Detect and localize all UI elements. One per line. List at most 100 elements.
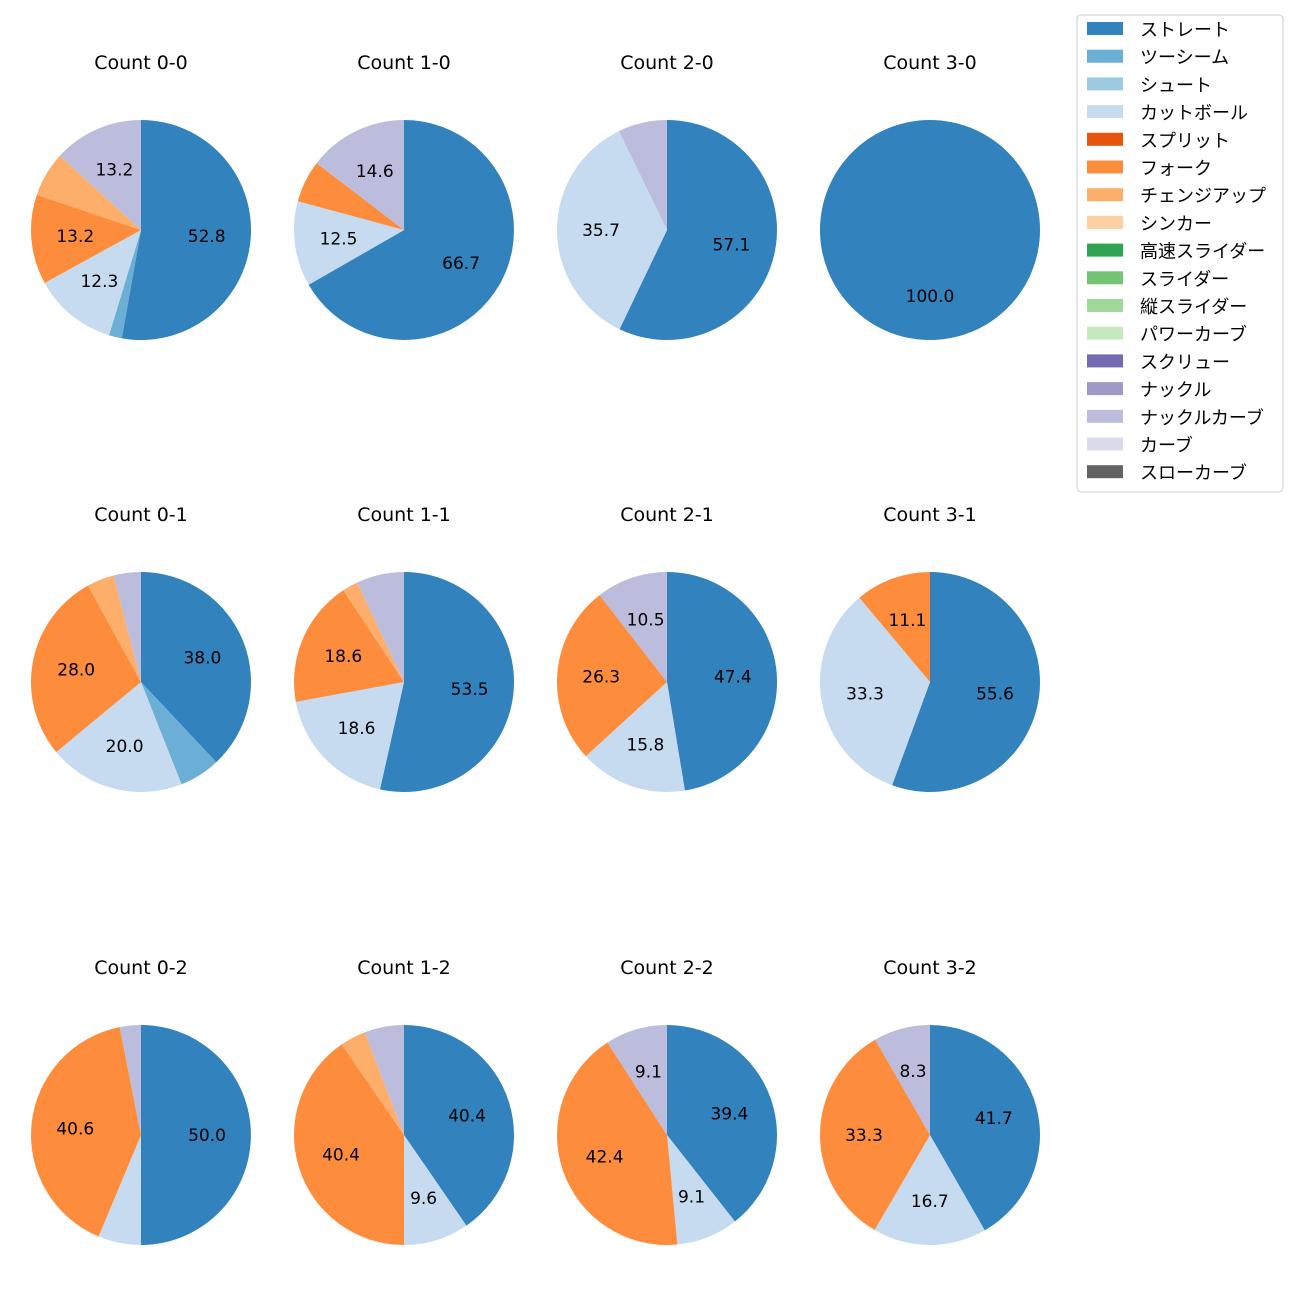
- pie-slice: [667, 1135, 735, 1245]
- slice-label: 8.3: [899, 1062, 926, 1082]
- slice-label: 16.7: [911, 1192, 949, 1212]
- pie-slice: [930, 1025, 1041, 1231]
- pie-count-0-1: Count 0-1 38.0 20.0 28.0: [30, 504, 252, 793]
- legend-label: スローカーブ: [1140, 462, 1247, 484]
- pie-slice: [316, 119, 404, 230]
- slice-label: 28.0: [57, 661, 95, 681]
- legend-swatch: [1087, 22, 1123, 35]
- pie-slice: [31, 1027, 142, 1237]
- legend-label: ツーシーム: [1140, 48, 1229, 69]
- slice-label: 50.0: [188, 1126, 226, 1146]
- legend-label: ストレート: [1140, 20, 1230, 41]
- pie-slice: [56, 682, 182, 793]
- slice-label: 40.6: [56, 1119, 94, 1139]
- pie-slice: [121, 120, 252, 340]
- pie-title: Count 1-1: [357, 504, 451, 526]
- slice-label: 40.4: [448, 1106, 486, 1126]
- pie-slice: [819, 1039, 930, 1231]
- pie-slice: [357, 572, 404, 682]
- pie-slice: [308, 120, 514, 340]
- pie-slice: [380, 572, 514, 792]
- slice-label: 66.7: [442, 254, 480, 274]
- pie-slice: [108, 230, 141, 339]
- legend: ストレートツーシームシュートカットボールスプリットフォークチェンジアップシンカー…: [1076, 14, 1284, 493]
- pie-slice: [875, 1025, 930, 1135]
- legend-swatch: [1087, 354, 1123, 368]
- legend-swatch: [1087, 326, 1123, 340]
- pie-title: Count 0-2: [94, 957, 188, 979]
- pie-title: Count 3-1: [883, 504, 977, 526]
- pie-count-0-2: Count 0-2 50.0 40.6: [31, 957, 251, 1245]
- pie-title: Count 2-2: [620, 957, 714, 979]
- pie-slice: [874, 1135, 985, 1246]
- slice-label: 33.3: [845, 1126, 883, 1146]
- slice-label: 13.2: [56, 227, 94, 247]
- slice-label: 26.3: [582, 667, 620, 687]
- pie-slice: [404, 1135, 467, 1245]
- slice-label: 100.0: [906, 287, 955, 307]
- pie-slice: [30, 585, 141, 753]
- pie-slice: [343, 582, 404, 682]
- pie-slice: [293, 1044, 404, 1245]
- legend-swatch: [1087, 271, 1123, 285]
- pie-title: Count 3-2: [883, 957, 977, 979]
- pie-count-2-0: Count 2-0 57.1 35.7: [557, 52, 778, 340]
- pie-slice: [364, 1025, 404, 1135]
- pie-slice: [667, 572, 778, 791]
- pie-slice: [141, 682, 217, 785]
- pie-slice: [557, 131, 667, 330]
- legend-label: 高速スライダー: [1140, 242, 1265, 263]
- legend-swatch: [1087, 77, 1123, 91]
- legend-label: ナックル: [1140, 380, 1211, 401]
- pie-count-3-0: Count 3-0 100.0: [820, 52, 1040, 340]
- slice-label: 52.8: [188, 227, 226, 247]
- pie-title: Count 0-1: [94, 504, 188, 526]
- legend-label: スプリット: [1140, 131, 1230, 152]
- pie-slice: [141, 1025, 251, 1245]
- pie-slice: [820, 120, 1040, 340]
- pie-count-0-0: Count 0-0 52.8 12.3 13.2 13.2: [31, 52, 252, 340]
- slice-label: 42.4: [586, 1148, 624, 1168]
- slice-label: 39.4: [710, 1104, 748, 1124]
- slice-label: 53.5: [451, 680, 489, 700]
- pie-slice: [295, 682, 404, 790]
- pie-slice: [607, 1025, 667, 1135]
- slice-label: 9.1: [678, 1187, 705, 1207]
- pie-slice: [293, 590, 404, 702]
- legend-label: ナックルカーブ: [1140, 407, 1264, 429]
- pie-slice: [599, 572, 667, 682]
- pie-count-3-2: Count 3-2 41.7 16.7 33.3 8.3: [819, 957, 1041, 1246]
- pie-slice: [294, 201, 404, 285]
- pie-count-1-1: Count 1-1 53.5 18.6 18.6: [293, 504, 514, 792]
- legend-label: カーブ: [1140, 435, 1193, 457]
- pie-slice: [619, 120, 778, 340]
- slice-label: 13.2: [95, 161, 133, 181]
- pie-title: Count 1-2: [357, 957, 451, 979]
- slice-label: 15.8: [626, 735, 664, 755]
- pie-slice: [859, 572, 930, 682]
- pie-title: Count 1-0: [357, 52, 451, 74]
- slice-label: 18.6: [324, 647, 362, 667]
- legend-swatch: [1087, 409, 1123, 423]
- pie-slice: [36, 155, 141, 230]
- pie-slice: [88, 575, 141, 682]
- legend-swatch: [1087, 132, 1123, 146]
- slice-label: 18.6: [338, 719, 376, 739]
- pie-title: Count 3-0: [883, 52, 977, 74]
- pie-slice: [98, 1135, 141, 1245]
- legend-swatch: [1087, 105, 1123, 119]
- pie-slice: [341, 1032, 404, 1135]
- legend-swatch: [1087, 160, 1123, 174]
- pie-slice: [892, 572, 1041, 792]
- slice-label: 9.6: [410, 1189, 437, 1209]
- legend-label: フォーク: [1140, 159, 1212, 180]
- pie-count-3-1: Count 3-1 55.6 33.3 11.1: [820, 504, 1041, 792]
- slice-label: 9.1: [635, 1063, 662, 1083]
- legend-label: シンカー: [1140, 214, 1212, 235]
- pie-slice: [297, 163, 404, 230]
- slice-label: 35.7: [582, 221, 620, 241]
- legend-swatch: [1087, 382, 1123, 396]
- pie-slice: [556, 595, 667, 757]
- legend-label: チェンジアップ: [1140, 186, 1266, 207]
